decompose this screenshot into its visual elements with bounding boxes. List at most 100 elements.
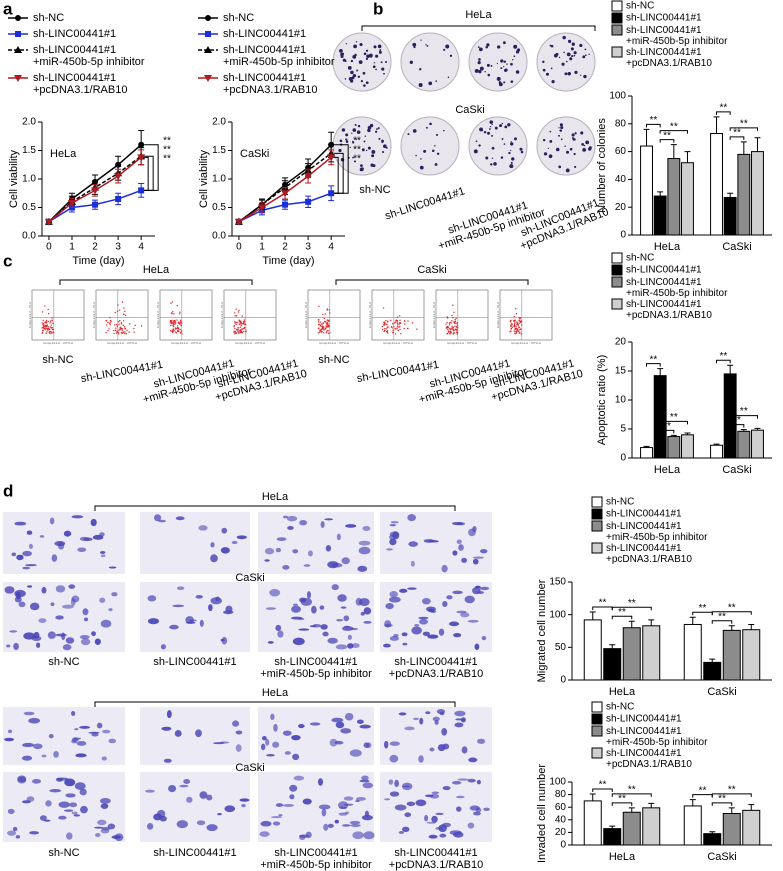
flow-event bbox=[233, 330, 235, 333]
text-line: +miR-450b-5p inhibitor bbox=[606, 532, 708, 543]
flow-event bbox=[115, 323, 118, 326]
bar bbox=[681, 162, 694, 236]
significance-bracket bbox=[611, 606, 652, 611]
y-tick-label: 60 bbox=[555, 802, 567, 813]
flow-event bbox=[317, 319, 320, 321]
cell bbox=[474, 643, 480, 650]
text-line: sh-LINC00441#1 bbox=[606, 726, 682, 737]
flow-event bbox=[385, 330, 388, 333]
legend-label: sh-LINC00441#1 +pcDNA3.1/RAB10 bbox=[606, 748, 692, 770]
colony bbox=[407, 133, 410, 136]
error-bar bbox=[657, 191, 664, 197]
colony bbox=[365, 57, 369, 60]
cell bbox=[195, 595, 203, 599]
y-tick-label: 100 bbox=[549, 777, 566, 788]
legend-label: sh-LINC00441#1 +miR-450b-5p inhibitor bbox=[606, 521, 708, 543]
cell bbox=[422, 631, 431, 636]
flow-event bbox=[513, 324, 516, 326]
cell bbox=[225, 605, 233, 613]
cell bbox=[260, 820, 272, 827]
flow-event bbox=[133, 327, 135, 330]
significance-label: ** bbox=[719, 102, 727, 113]
cell bbox=[111, 835, 122, 839]
cell bbox=[386, 548, 393, 551]
cell bbox=[210, 597, 222, 605]
significance-bracket bbox=[711, 611, 752, 615]
significance-bracket bbox=[716, 111, 731, 115]
cell bbox=[336, 533, 341, 541]
y-axis-label: Number of colonies bbox=[596, 118, 608, 213]
colony bbox=[558, 56, 561, 59]
flow-event bbox=[321, 327, 324, 329]
bar bbox=[751, 429, 764, 459]
cell bbox=[265, 738, 270, 746]
cell bbox=[287, 525, 294, 530]
cell bbox=[66, 832, 73, 840]
cell bbox=[91, 631, 96, 637]
cell bbox=[427, 634, 439, 639]
colony bbox=[385, 146, 388, 149]
cell bbox=[101, 756, 107, 761]
flow-event bbox=[511, 326, 514, 328]
cell bbox=[94, 638, 101, 645]
flow-event bbox=[395, 321, 397, 323]
legend-label: sh-LINC00441#1 +miR-450b-5p inhibitor bbox=[33, 44, 145, 68]
cell bbox=[168, 784, 177, 793]
cell bbox=[361, 775, 369, 781]
cell bbox=[347, 634, 352, 640]
cell bbox=[232, 720, 240, 727]
flow-event bbox=[320, 328, 323, 331]
flow-event bbox=[172, 331, 174, 334]
image-label: sh-LINC00441#1+miR-450b-5p inhibitor bbox=[260, 847, 372, 871]
flow-event bbox=[180, 330, 183, 332]
flow-event bbox=[237, 311, 240, 313]
flow-event bbox=[234, 322, 236, 324]
cell bbox=[26, 530, 33, 535]
colony bbox=[573, 51, 577, 55]
flow-event bbox=[396, 323, 399, 325]
marker bbox=[234, 218, 243, 226]
flow-event bbox=[241, 315, 244, 317]
flow-event bbox=[393, 322, 396, 324]
significance-label: ** bbox=[618, 793, 626, 804]
flow-event bbox=[322, 325, 324, 327]
flow-event bbox=[510, 325, 512, 328]
flow-event bbox=[457, 327, 459, 329]
marker bbox=[282, 201, 289, 208]
text-line: +pcDNA3.1/RAB10 bbox=[626, 58, 712, 69]
cell bbox=[276, 537, 287, 542]
error-bar bbox=[689, 616, 696, 625]
significance-label: ** bbox=[628, 598, 636, 609]
legend-swatch bbox=[591, 747, 603, 759]
cell bbox=[442, 743, 450, 750]
cell bbox=[477, 591, 484, 594]
cell bbox=[71, 710, 76, 716]
flow-event bbox=[49, 322, 51, 324]
cell bbox=[100, 803, 109, 809]
flow-event bbox=[519, 317, 521, 319]
group-bracket bbox=[94, 701, 456, 707]
cell bbox=[448, 621, 460, 627]
cell bbox=[473, 811, 481, 816]
cell bbox=[176, 586, 185, 591]
cell bbox=[39, 815, 47, 821]
colony bbox=[375, 68, 377, 71]
colony bbox=[489, 128, 491, 130]
colony bbox=[574, 70, 578, 74]
flow-axis-label: Comp-FL1-A :: FITC-A bbox=[235, 341, 265, 345]
cell bbox=[464, 595, 475, 604]
flow-event bbox=[239, 320, 241, 323]
cell bbox=[175, 516, 185, 521]
cell bbox=[399, 588, 408, 593]
text-line: +pcDNA3.1/RAB10 bbox=[606, 554, 692, 565]
cell bbox=[163, 758, 172, 763]
cell bbox=[454, 722, 464, 728]
bar bbox=[751, 151, 764, 236]
flow-event bbox=[449, 321, 451, 324]
colony bbox=[371, 150, 376, 154]
text-line: +pcDNA3.1/RAB10 bbox=[626, 310, 712, 321]
colony bbox=[365, 49, 369, 52]
significance-bracket bbox=[729, 127, 758, 131]
micrograph bbox=[258, 512, 374, 574]
